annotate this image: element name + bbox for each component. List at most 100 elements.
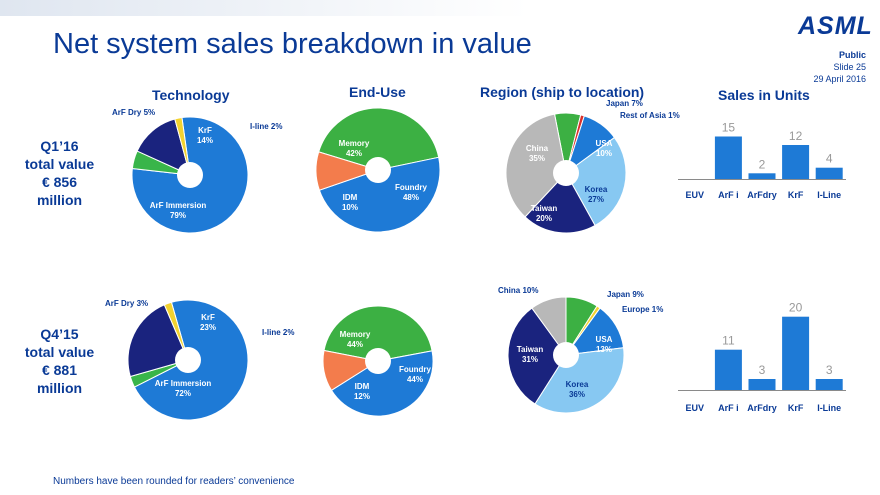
slide-number: Slide 25 — [833, 62, 866, 72]
pie-label-rest-of-asia: Rest of Asia 1% — [620, 111, 680, 120]
pie-label-name: Foundry — [399, 365, 432, 374]
bar-arfdry — [748, 379, 776, 390]
pie-label-name: Memory — [339, 139, 370, 148]
pie-label-memory: Memory 42% — [339, 139, 370, 158]
pie-slice-arf-immersion — [131, 116, 249, 234]
pie-slice-taiwan — [507, 307, 567, 405]
pie-slice-taiwan — [524, 172, 596, 234]
bar-krf — [782, 316, 810, 390]
slide-date: 29 April 2016 — [813, 74, 866, 84]
bar-value-label: 20 — [789, 301, 803, 315]
pie-label-name: ArF Immersion — [150, 201, 207, 210]
pie-label-name: Europe — [622, 305, 652, 314]
bar-category-label: EUV — [686, 403, 705, 413]
pie-label-japan: Japan 7% — [606, 99, 643, 108]
footnote: Numbers have been rounded for readers’ c… — [53, 476, 295, 487]
bar-category-label: I-Line — [817, 403, 841, 413]
pie-label-foundry: Foundry 48% — [395, 183, 428, 202]
row-label-line: million — [36, 192, 83, 208]
pie-label-value: 72% — [175, 389, 191, 398]
pie-label-value: 36% — [569, 390, 585, 399]
row-label-line: million — [36, 380, 83, 396]
row-label-q1-16: Q1’16 total value € 856 million — [12, 137, 107, 209]
pie-label-value: 44% — [347, 340, 363, 349]
bar-category-label: ArFdry — [747, 403, 777, 413]
pie-label-name: ArF Dry — [105, 299, 137, 308]
pie-label-arf-immersion: ArF Immersion 72% — [155, 379, 212, 398]
bar-krf — [782, 145, 810, 179]
pie-label-taiwan: Taiwan 31% — [517, 345, 544, 364]
bar-category-label: ArF i — [718, 403, 739, 413]
end-use-pie-q1-16: Memory 42% Foundry 48% IDM 10% — [315, 107, 441, 233]
pie-label-name: Korea — [566, 380, 589, 389]
pie-label-value: 10% — [342, 203, 358, 212]
pie-label-value: 14% — [197, 136, 213, 145]
pie-label-korea: Korea 27% — [585, 185, 608, 204]
pie-label-name: ArF Immersion — [155, 379, 212, 388]
pie-label-krf: KrF 23% — [200, 313, 216, 332]
page-title: Net system sales breakdown in value — [53, 28, 532, 60]
bar-value-label: 2 — [759, 157, 766, 171]
bar-value-label: 12 — [789, 129, 803, 143]
pie-slice-foundry — [330, 350, 434, 417]
bar-i-line — [815, 379, 843, 390]
pie-label-value: 27% — [588, 195, 604, 204]
pie-label-arf-dry: ArF Dry 3% — [105, 299, 148, 308]
pie-slice-memory — [323, 305, 433, 362]
pie-label-value: 44% — [407, 375, 423, 384]
pie-slice-krf — [136, 118, 191, 176]
pie-label-value: 5% — [144, 108, 156, 117]
pie-label-value: 9% — [632, 290, 644, 299]
pie-slice-idm — [322, 349, 380, 391]
bar-value-label: 4 — [826, 152, 833, 166]
pie-label-name: Rest of Asia — [620, 111, 668, 120]
pie-label-name: Memory — [340, 330, 371, 339]
pie-slice-i-line — [174, 116, 191, 176]
row-label-line: € 881 — [41, 362, 78, 378]
pie-label-name: Japan — [607, 290, 632, 299]
pie-slice-korea — [565, 136, 627, 227]
bar-i-line — [815, 167, 843, 179]
pie-label-value: 1% — [668, 111, 680, 120]
pie-label-usa: USA 13% — [596, 335, 613, 354]
pie-label-taiwan: Taiwan 20% — [531, 204, 558, 223]
pie-label-value: 3% — [137, 299, 149, 308]
pie-label-name: Korea — [585, 185, 608, 194]
bar-value-label: 15 — [722, 121, 736, 135]
region-pie-q4-15: Japan 9% Europe 1% USA 13% Korea 36% Taiwan 31%… — [498, 286, 663, 414]
pie-hole — [365, 348, 391, 374]
bar-category-label: ArF i — [718, 190, 739, 200]
pie-hole — [553, 342, 579, 368]
pie-label-value: 1% — [652, 305, 664, 314]
pie-slice-i-line — [163, 301, 189, 361]
pie-slice-krf — [127, 304, 189, 378]
bar-category-label: EUV — [686, 190, 705, 200]
pie-label-value: 48% — [403, 193, 419, 202]
pie-label-value: 2% — [283, 328, 295, 337]
classification-label: Public — [838, 50, 866, 60]
end-use-pie-q4-15: Memory 44%Foundry 44%IDM 12% — [322, 305, 434, 417]
pie-label-i-line: I-line 2% — [250, 122, 282, 131]
pie-label-idm: IDM 10% — [342, 193, 358, 212]
pie-label-krf: KrF 14% — [197, 126, 213, 145]
bar-arfdry — [748, 173, 776, 179]
pie-label-name: Foundry — [395, 183, 428, 192]
pie-label-name: Taiwan — [517, 345, 544, 354]
row-label-line: Q1’16 — [40, 138, 79, 154]
pie-label-europe: Europe 1% — [622, 305, 663, 314]
pie-label-name: USA — [596, 335, 613, 344]
pie-label-name: Japan — [606, 99, 631, 108]
row-label-line: total value — [24, 344, 95, 360]
pie-label-name: Taiwan — [531, 204, 558, 213]
pie-slice-foundry — [318, 156, 441, 233]
pie-label-name: ArF Dry — [112, 108, 144, 117]
pie-hole — [177, 162, 203, 188]
bar-arf-i — [714, 136, 742, 179]
pie-label-value: 31% — [522, 355, 538, 364]
pie-label-value: 10% — [596, 149, 612, 158]
pie-label-name: I-line — [262, 328, 283, 337]
pie-label-idm: IDM 12% — [354, 382, 370, 401]
pie-label-china: China 35% — [526, 144, 549, 163]
units-bar-chart-q1-16: EUV 15 ArF i 2 ArFdry 12 KrF 4 I-Line — [678, 121, 846, 200]
